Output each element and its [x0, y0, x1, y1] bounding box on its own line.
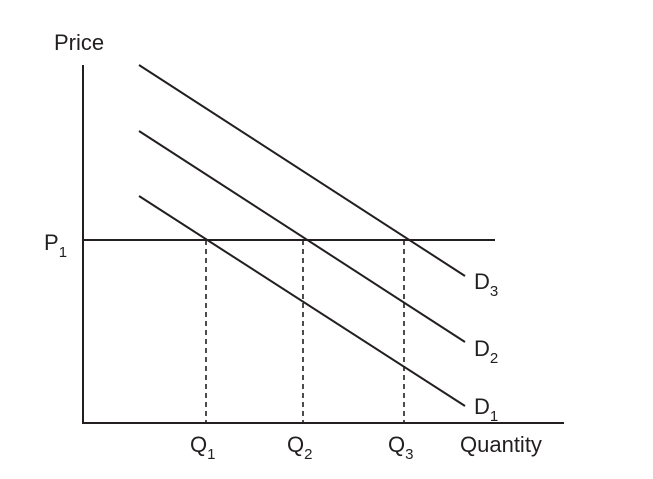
x-axis-label: Quantity: [460, 432, 542, 457]
demand-label-d2: D2: [474, 336, 498, 367]
price-level-label: P1: [44, 230, 67, 261]
quantity-label-q2: Q2: [287, 432, 312, 463]
quantity-label-q3: Q3: [388, 432, 413, 463]
quantity-label-q1: Q1: [190, 432, 215, 463]
demand-label-d3: D3: [474, 269, 498, 300]
demand-label-d1: D1: [474, 394, 498, 425]
demand-curve-d3: [138, 64, 466, 277]
demand-curve-d1: [138, 195, 466, 407]
y-axis-label: Price: [54, 30, 104, 55]
demand-curve-d2: [138, 130, 466, 343]
